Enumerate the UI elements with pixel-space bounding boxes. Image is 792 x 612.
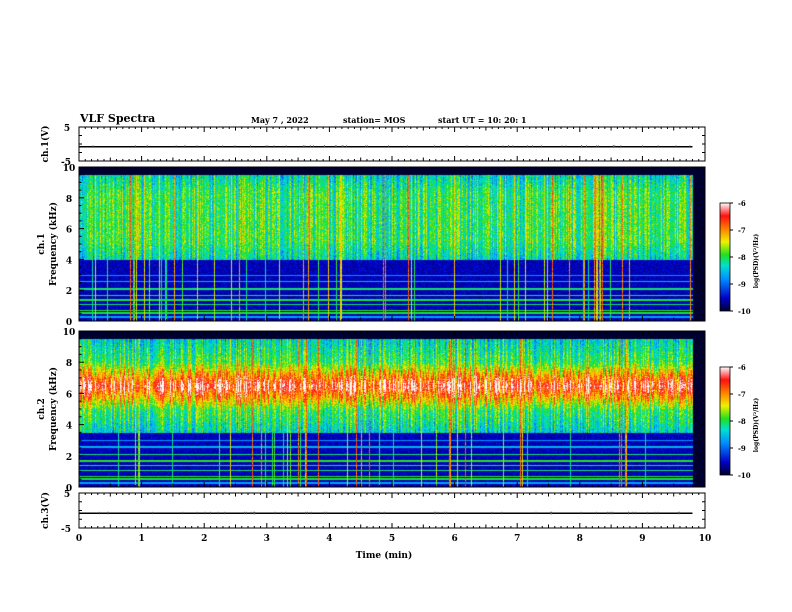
x-tick-label: 10 [699, 534, 712, 544]
y-tick-label: 4 [66, 422, 72, 432]
y-axis-label: ch.2 [37, 398, 47, 419]
y-tick-label: 0 [66, 484, 72, 494]
colorbar-tick-label: -6 [738, 363, 746, 372]
colorbar [719, 366, 731, 476]
x-tick-label: 5 [389, 534, 395, 544]
x-tick-label: 9 [639, 534, 645, 544]
y-tick-label: 10 [63, 328, 76, 338]
start-time-label: start UT = 10: 20: 1 [438, 115, 527, 125]
y-tick-label: 10 [63, 164, 76, 174]
y-axis-label: ch.1(V) [40, 126, 51, 163]
colorbar-tick-label: -8 [738, 253, 746, 262]
colorbar-tick-label: -7 [738, 226, 746, 235]
y-tick-label: 6 [66, 390, 72, 400]
y-axis-label: Frequency (kHz) [48, 202, 59, 286]
y-tick-label: 2 [66, 453, 72, 463]
y-tick-label: 8 [66, 195, 72, 205]
colorbar-label: log(PSD)(V²/Hz) [753, 398, 760, 453]
panel-frame [78, 492, 706, 529]
y-tick-label: 6 [66, 226, 72, 236]
x-tick-label: 6 [451, 534, 457, 544]
y-tick-label: 0 [66, 318, 72, 328]
colorbar-tick-label: -9 [738, 444, 746, 453]
y-tick-label: -5 [61, 525, 71, 535]
y-tick-label: 2 [66, 287, 72, 297]
y-axis-label: Frequency (kHz) [48, 367, 59, 451]
y-tick-label: 5 [64, 124, 70, 134]
x-tick-label: 7 [514, 534, 520, 544]
spectrogram-images [79, 167, 705, 487]
axes [78, 126, 733, 529]
spectrogram-image [79, 167, 705, 321]
colorbar-tick-label: -10 [738, 471, 751, 480]
colorbar-label: log(PSD)(V²/Hz) [753, 234, 760, 289]
x-tick-label: 2 [201, 534, 207, 544]
spectrogram-image [79, 331, 705, 487]
y-tick-label: 5 [64, 490, 70, 500]
colorbar-tick-label: -9 [738, 280, 746, 289]
x-axis-label: Time (min) [356, 550, 413, 561]
x-tick-label: 1 [138, 534, 144, 544]
colorbar-tick-label: -10 [738, 307, 751, 316]
station-label: station= MOS [343, 115, 406, 125]
y-axis-label: ch.1 [37, 233, 47, 254]
x-tick-label: 4 [326, 534, 332, 544]
colorbar-tick-label: -8 [738, 417, 746, 426]
colorbar-tick-label: -7 [738, 390, 746, 399]
y-axis-label: ch.3(V) [40, 492, 51, 529]
figure-title: VLF Spectra [80, 112, 156, 125]
x-tick-label: 0 [76, 534, 82, 544]
panel-frame [78, 126, 706, 162]
x-tick-label: 8 [577, 534, 583, 544]
y-tick-label: 8 [66, 359, 72, 369]
x-tick-label: 3 [264, 534, 270, 544]
y-tick-label: -5 [61, 158, 71, 168]
date-label: May 7 , 2022 [251, 115, 309, 125]
colorbar-tick-label: -6 [738, 199, 746, 208]
colorbar [719, 202, 731, 312]
y-tick-label: 4 [66, 256, 72, 266]
